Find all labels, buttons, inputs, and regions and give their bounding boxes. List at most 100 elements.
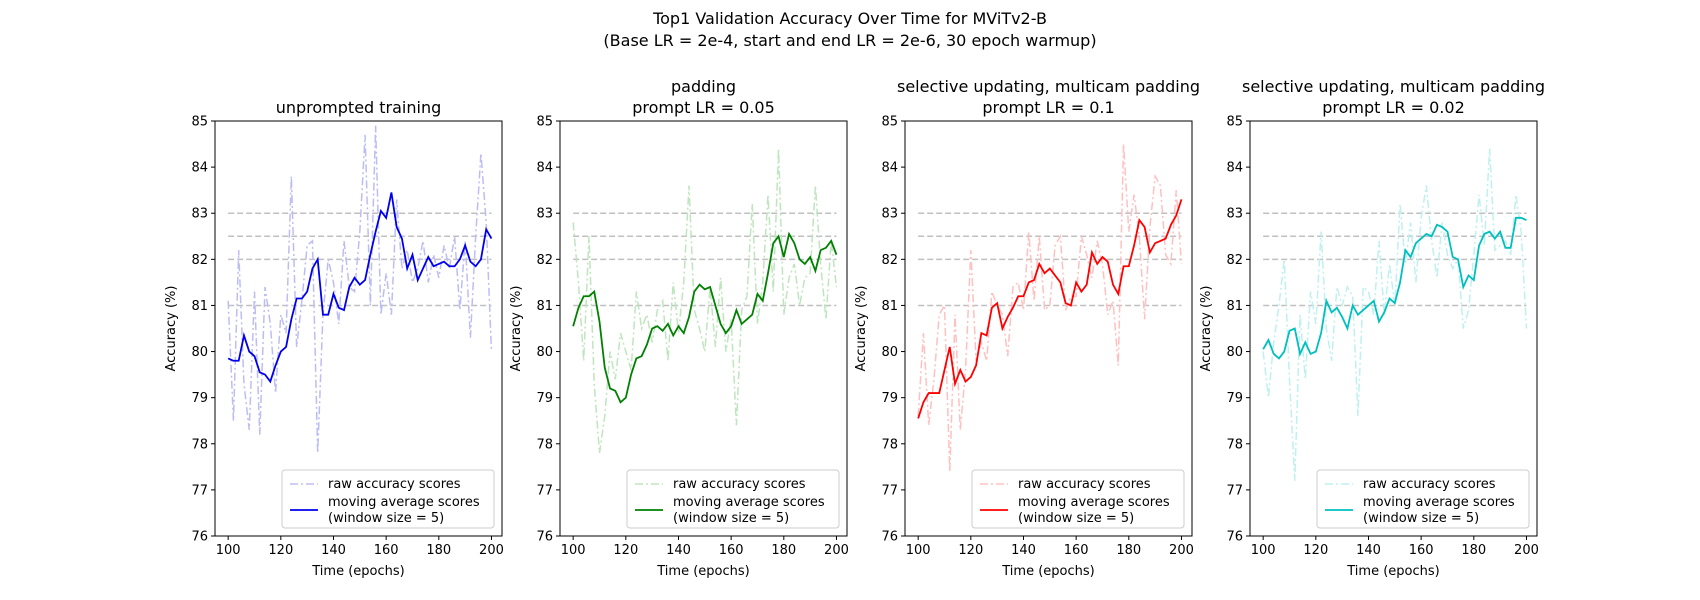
y-tick-label: 85 xyxy=(536,115,553,130)
y-tick-label: 85 xyxy=(1226,115,1243,130)
legend-box xyxy=(281,469,495,529)
legend-box xyxy=(626,469,840,529)
x-tick-label: 160 xyxy=(1064,543,1089,558)
x-tick-label: 100 xyxy=(216,543,241,558)
x-tick-label: 100 xyxy=(1251,543,1276,558)
panel-title: selective updating, multicam padding xyxy=(897,77,1200,96)
y-tick-label: 78 xyxy=(881,437,898,452)
y-tick-label: 83 xyxy=(191,207,208,222)
plot-frame xyxy=(559,120,848,537)
panel-title: prompt LR = 0.05 xyxy=(632,98,775,117)
y-axis-label: Accuracy (%) xyxy=(164,286,179,372)
y-tick-label: 76 xyxy=(536,530,553,545)
figure-title: Top1 Validation Accuracy Over Time for M… xyxy=(653,9,1047,28)
y-tick-label: 77 xyxy=(881,483,898,498)
y-tick-label: 83 xyxy=(1226,207,1243,222)
chart-panel: 100 120 140 160 180 200 76 77 78 79 80 81 82 83 84 85 Ti… xyxy=(509,77,849,579)
y-tick-label: 80 xyxy=(191,345,208,360)
x-tick-label: 120 xyxy=(268,543,293,558)
plot-frame xyxy=(1249,120,1538,537)
y-tick-label: 82 xyxy=(1226,253,1243,268)
x-tick-label: 120 xyxy=(613,543,638,558)
y-tick-label: 79 xyxy=(536,391,553,406)
x-tick-label: 120 xyxy=(958,543,983,558)
panel-title: prompt LR = 0.02 xyxy=(1322,98,1465,117)
series-line-raw xyxy=(1262,148,1528,481)
x-tick-label: 160 xyxy=(1409,543,1434,558)
x-tick-label: 200 xyxy=(824,543,849,558)
y-axis-label: Accuracy (%) xyxy=(509,286,524,372)
y-tick-label: 82 xyxy=(536,253,553,268)
y-tick-label: 84 xyxy=(536,161,553,176)
plot-frame xyxy=(904,120,1193,537)
x-tick-label: 200 xyxy=(1169,543,1194,558)
y-tick-label: 80 xyxy=(881,345,898,360)
chart-panel: 100 120 140 160 180 200 76 77 78 79 80 81 82 83 84 85 Ti… xyxy=(854,77,1200,579)
y-tick-label: 77 xyxy=(1226,483,1243,498)
x-tick-label: 120 xyxy=(1303,543,1328,558)
y-tick-label: 84 xyxy=(191,161,208,176)
x-tick-label: 140 xyxy=(666,543,691,558)
y-tick-label: 80 xyxy=(536,345,553,360)
x-axis-label: Time (epochs) xyxy=(311,564,404,579)
series-line-moving-average xyxy=(227,192,493,384)
y-tick-label: 77 xyxy=(191,483,208,498)
y-tick-label: 78 xyxy=(191,437,208,452)
y-tick-label: 76 xyxy=(881,530,898,545)
panel-title: unprompted training xyxy=(276,98,442,117)
y-tick-label: 78 xyxy=(536,437,553,452)
y-tick-label: 77 xyxy=(536,483,553,498)
chart-panel: 100 120 140 160 180 200 76 77 78 79 80 81 82 83 84 85 Ti… xyxy=(1199,77,1545,579)
y-tick-label: 81 xyxy=(1226,299,1243,314)
series-line-raw xyxy=(227,125,493,454)
x-tick-label: 140 xyxy=(321,543,346,558)
x-tick-label: 100 xyxy=(906,543,931,558)
legend-label-moving-average: moving average scores xyxy=(328,495,480,510)
x-tick-label: 200 xyxy=(479,543,504,558)
series-line-raw xyxy=(572,148,838,454)
x-tick-label: 140 xyxy=(1011,543,1036,558)
y-tick-label: 83 xyxy=(881,207,898,222)
y-tick-label: 81 xyxy=(536,299,553,314)
legend-label-raw: raw accuracy scores xyxy=(673,477,806,492)
x-tick-label: 180 xyxy=(426,543,451,558)
series-line-moving-average xyxy=(1262,216,1527,360)
series-line-raw xyxy=(917,144,1183,472)
legend-box xyxy=(1316,469,1530,529)
y-tick-label: 83 xyxy=(536,207,553,222)
legend-label-window-size: (window size = 5) xyxy=(673,511,789,526)
y-tick-label: 79 xyxy=(191,391,208,406)
legend-label-raw: raw accuracy scores xyxy=(1018,477,1151,492)
y-tick-label: 82 xyxy=(191,253,208,268)
x-tick-label: 140 xyxy=(1356,543,1381,558)
x-tick-label: 100 xyxy=(561,543,586,558)
legend-label-raw: raw accuracy scores xyxy=(1363,477,1496,492)
legend-label-moving-average: moving average scores xyxy=(673,495,825,510)
x-tick-label: 180 xyxy=(771,543,796,558)
panel-title: prompt LR = 0.1 xyxy=(982,98,1114,117)
legend-label-moving-average: moving average scores xyxy=(1018,495,1170,510)
y-tick-label: 84 xyxy=(881,161,898,176)
series-line-moving-average xyxy=(917,199,1183,419)
x-axis-label: Time (epochs) xyxy=(656,564,749,579)
y-tick-label: 84 xyxy=(1226,161,1243,176)
legend-label-raw: raw accuracy scores xyxy=(328,477,461,492)
y-tick-label: 82 xyxy=(881,253,898,268)
panel-title: padding xyxy=(671,77,736,96)
legend-box xyxy=(971,469,1185,529)
y-tick-label: 79 xyxy=(881,391,898,406)
x-tick-label: 160 xyxy=(374,543,399,558)
series-line-moving-average xyxy=(572,231,838,404)
figure-subtitle: (Base LR = 2e-4, start and end LR = 2e-6… xyxy=(603,31,1097,50)
y-tick-label: 85 xyxy=(191,115,208,130)
y-tick-label: 85 xyxy=(881,115,898,130)
panel-title: selective updating, multicam padding xyxy=(1242,77,1545,96)
x-tick-label: 180 xyxy=(1116,543,1141,558)
legend-label-window-size: (window size = 5) xyxy=(328,511,444,526)
y-axis-label: Accuracy (%) xyxy=(1199,286,1214,372)
x-axis-label: Time (epochs) xyxy=(1346,564,1439,579)
y-tick-label: 81 xyxy=(191,299,208,314)
y-tick-label: 81 xyxy=(881,299,898,314)
y-tick-label: 80 xyxy=(1226,345,1243,360)
